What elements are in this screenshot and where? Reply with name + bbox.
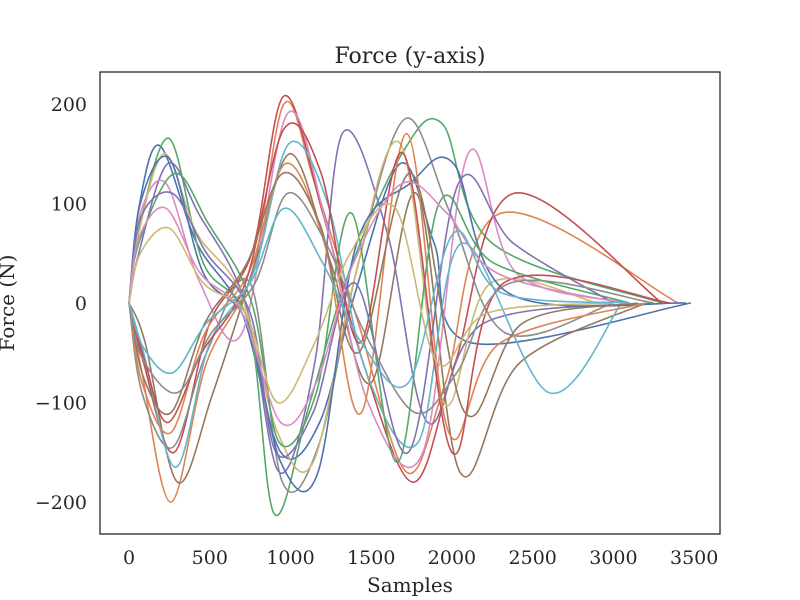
x-tick-label: 2500 [509, 547, 557, 569]
series-line [128, 173, 614, 459]
y-tick-label: 200 [51, 94, 87, 116]
series-line [128, 117, 663, 517]
series-line [128, 129, 654, 475]
series-line [128, 152, 647, 484]
x-tick-label: 0 [123, 547, 135, 569]
series-line [128, 110, 630, 469]
x-tick-label: 1500 [347, 547, 395, 569]
y-axis-label: Force (N) [0, 255, 19, 352]
y-tick-label: 100 [51, 193, 87, 215]
series-line [128, 172, 630, 464]
y-axis-ticks: −200 −100 0 100 200 [35, 94, 87, 514]
x-tick-label: 3500 [670, 547, 718, 569]
chart-title: Force (y-axis) [334, 44, 485, 69]
x-tick-label: 1000 [266, 547, 314, 569]
series-line [128, 207, 630, 389]
series-layer [128, 95, 692, 517]
x-tick-label: 3000 [589, 547, 637, 569]
series-line [128, 100, 679, 503]
series-line [128, 155, 687, 493]
series-line [128, 171, 638, 418]
x-tick-label: 2000 [428, 547, 476, 569]
x-tick-label: 500 [192, 547, 228, 569]
y-tick-label: −200 [35, 492, 87, 514]
series-line [128, 203, 614, 404]
y-tick-label: −100 [35, 393, 87, 415]
y-tick-label: 0 [75, 293, 87, 315]
plot-frame [99, 71, 721, 535]
series-line [128, 191, 654, 415]
x-axis-label: Samples [367, 573, 453, 597]
series-line [128, 132, 646, 441]
x-axis-ticks: 0 500 1000 1500 2000 2500 3000 3500 [123, 547, 718, 569]
